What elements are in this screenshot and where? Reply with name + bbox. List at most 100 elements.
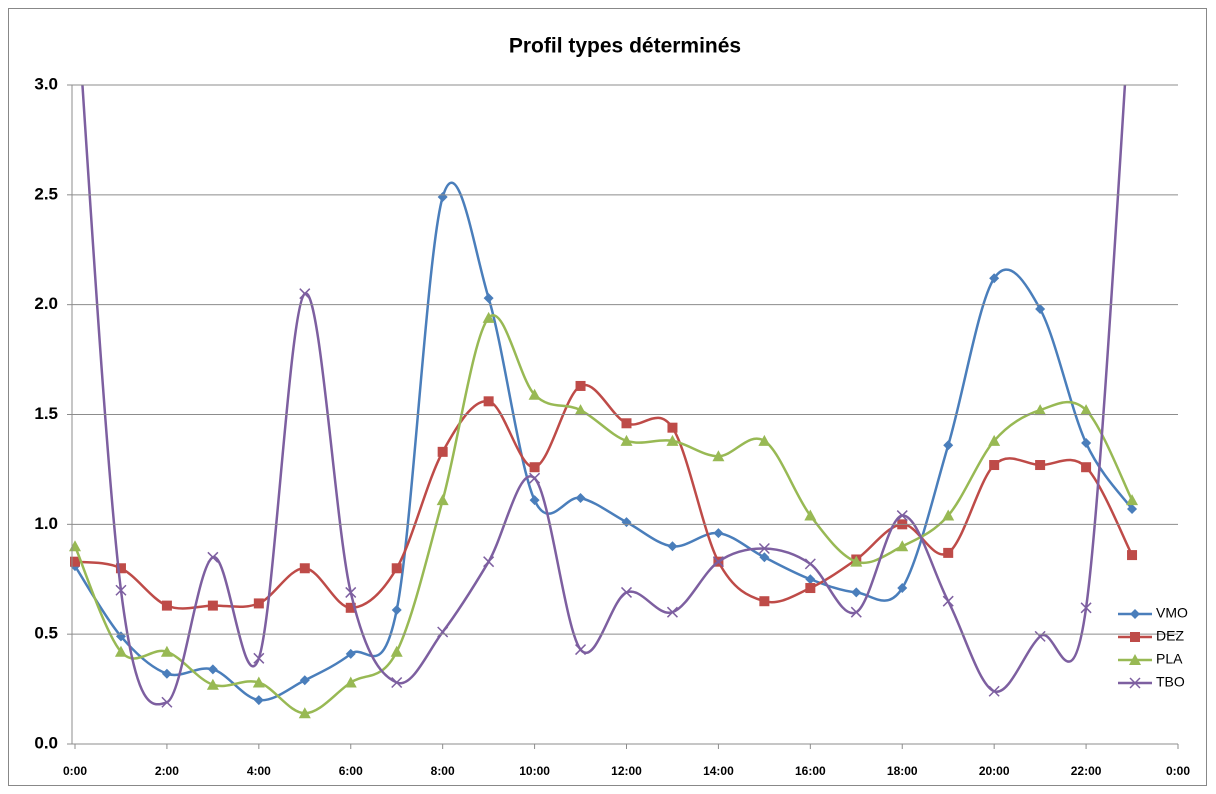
data-point (989, 460, 1000, 471)
y-tick-label: 0.5 (34, 624, 58, 643)
x-tick-label: 22:00 (1071, 764, 1102, 778)
data-point (207, 600, 218, 611)
y-tick-label: 1.5 (34, 404, 58, 423)
data-point (253, 652, 265, 664)
x-tick-label: 0:00 (63, 764, 87, 778)
data-point (804, 509, 817, 521)
x-tick-label: 6:00 (339, 764, 363, 778)
data-point (345, 648, 356, 659)
data-point (482, 311, 495, 323)
data-point (299, 288, 311, 300)
data-point (391, 605, 402, 616)
data-point (575, 492, 586, 503)
data-point (483, 396, 494, 407)
data-point (989, 273, 1000, 284)
data-point (114, 645, 127, 657)
data-point (988, 685, 1000, 697)
data-point (758, 434, 771, 446)
data-point (528, 388, 541, 400)
data-point (160, 645, 173, 657)
data-point (1081, 438, 1092, 449)
data-point (1081, 462, 1092, 473)
legend-label: DEZ (1156, 628, 1184, 644)
data-point (759, 552, 770, 563)
data-point (1080, 602, 1092, 614)
data-point (1035, 460, 1046, 471)
x-tick-label: 0:00 (1166, 764, 1190, 778)
data-point (344, 676, 357, 688)
legend-label: TBO (1156, 674, 1185, 690)
data-point (620, 434, 633, 446)
y-tick-label: 3.0 (34, 74, 58, 93)
data-point (942, 595, 954, 607)
y-tick-label: 0.0 (34, 733, 58, 752)
data-point (1126, 494, 1139, 506)
y-tick-label: 2.5 (34, 184, 58, 203)
data-point (575, 644, 587, 656)
data-point (805, 583, 816, 594)
data-point (390, 645, 403, 657)
data-point (483, 556, 495, 568)
data-point (161, 668, 172, 679)
data-point (391, 676, 403, 689)
data-point (115, 584, 127, 596)
x-tick-label: 2:00 (155, 764, 179, 778)
data-point (1127, 550, 1138, 561)
data-point (483, 293, 494, 304)
data-point (345, 602, 356, 613)
data-point (897, 583, 908, 594)
legend-label: VMO (1156, 605, 1188, 621)
legend-marker (1130, 632, 1140, 642)
x-tick-label: 16:00 (795, 764, 826, 778)
legend-marker (1129, 654, 1141, 665)
x-tick-label: 10:00 (519, 764, 550, 778)
data-point (1034, 404, 1047, 416)
data-point (712, 556, 724, 568)
data-point (666, 434, 679, 446)
data-point (850, 555, 863, 567)
x-tick-label: 4:00 (247, 764, 271, 778)
data-point (70, 556, 80, 567)
chart-border (8, 8, 1207, 786)
data-point (298, 707, 311, 719)
plot-area (69, 85, 1139, 719)
data-point (252, 676, 265, 688)
data-point (574, 404, 587, 416)
data-point (115, 563, 126, 574)
data-point (253, 695, 264, 706)
data-point (436, 494, 449, 506)
data-point (575, 380, 586, 391)
data-point (988, 434, 1001, 446)
data-point (161, 600, 172, 611)
data-point (529, 495, 540, 506)
data-point (758, 542, 770, 555)
data-point (620, 586, 633, 598)
data-point (1127, 503, 1138, 514)
legend-marker (1129, 677, 1141, 689)
data-point (667, 541, 678, 552)
data-point (666, 606, 678, 618)
data-point (299, 675, 310, 686)
x-tick-label: 14:00 (703, 764, 734, 778)
legend-marker (1130, 609, 1140, 619)
data-point (667, 422, 678, 433)
y-tick-label: 2.0 (34, 294, 58, 313)
data-point (529, 462, 540, 473)
data-point (253, 598, 264, 609)
y-tick-label: 1.0 (34, 514, 58, 533)
data-point (896, 540, 909, 552)
chart-title: Profil types déterminés (509, 35, 741, 58)
data-point (942, 509, 955, 521)
x-tick-label: 20:00 (979, 764, 1010, 778)
data-point (896, 510, 908, 522)
data-point (206, 678, 219, 690)
data-point (207, 551, 219, 563)
data-point (621, 418, 632, 429)
data-point (943, 547, 954, 558)
data-point (299, 563, 310, 574)
legend-label: PLA (1156, 651, 1183, 667)
x-tick-label: 18:00 (887, 764, 918, 778)
data-point (851, 587, 862, 598)
series-line (73, 181, 1134, 702)
